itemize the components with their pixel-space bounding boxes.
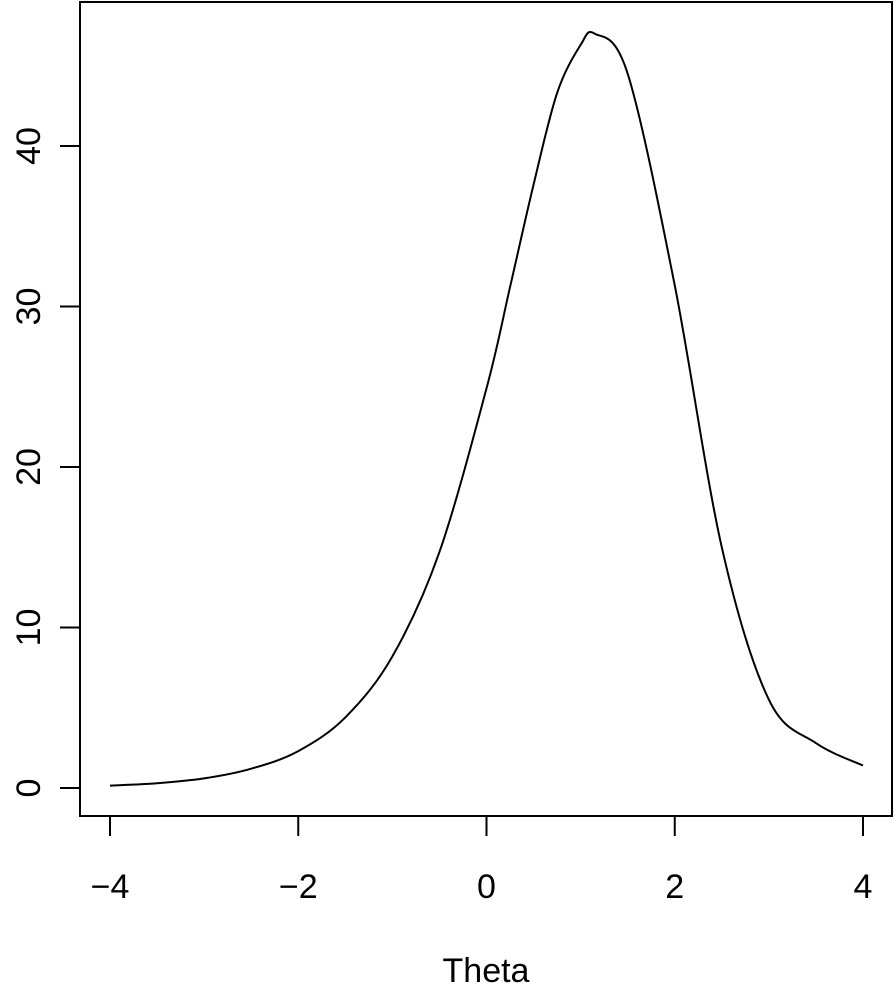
x-tick-label: 4 — [854, 868, 873, 906]
x-tick-label: 0 — [477, 868, 496, 906]
plot-frame — [79, 1, 893, 817]
x-axis: −4 −2 0 2 4 — [91, 815, 873, 906]
y-tick-label: 10 — [10, 609, 48, 647]
y-tick-label: 0 — [10, 779, 48, 798]
x-axis-title: Theta — [443, 952, 530, 984]
x-tick-label: 2 — [665, 868, 684, 906]
data-line — [109, 30, 864, 787]
y-tick-label: 20 — [10, 448, 48, 486]
y-tick-label: 40 — [10, 127, 48, 165]
x-tick-label: −4 — [91, 868, 130, 906]
y-axis: 0 10 20 30 40 — [10, 127, 81, 798]
x-tick-label: −2 — [279, 868, 318, 906]
y-tick-label: 30 — [10, 288, 48, 326]
